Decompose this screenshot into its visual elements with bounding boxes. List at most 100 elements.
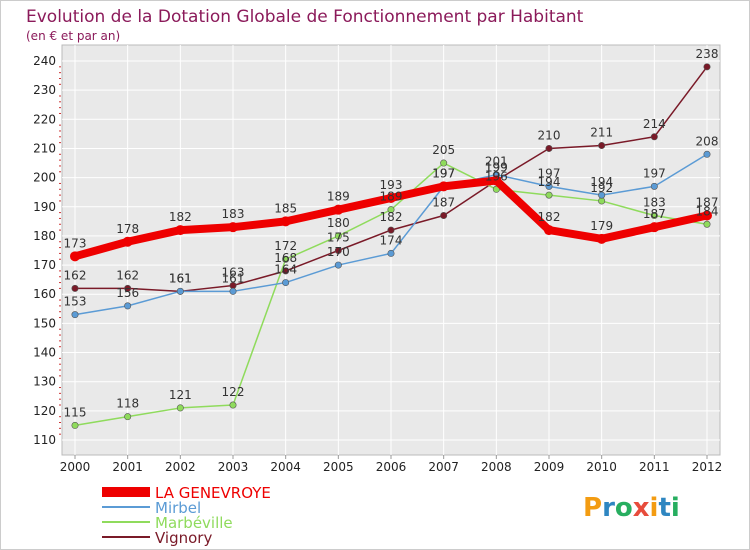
legend-label: Vignory	[155, 529, 212, 547]
data-point	[71, 284, 79, 292]
y-tick-label: 200	[33, 171, 56, 185]
data-point	[440, 212, 448, 220]
data-point	[703, 63, 711, 71]
data-label: 184	[696, 204, 719, 218]
data-label: 175	[327, 231, 350, 245]
data-label: 162	[64, 268, 87, 282]
data-label: 122	[222, 385, 245, 399]
data-point	[650, 182, 658, 190]
data-point	[491, 175, 502, 186]
data-point	[124, 413, 132, 421]
data-label: 162	[116, 268, 139, 282]
data-label: 182	[538, 210, 561, 224]
y-tick-label: 240	[33, 54, 56, 68]
data-point	[598, 191, 606, 199]
data-point	[333, 204, 344, 215]
data-label: 121	[169, 388, 192, 402]
x-tick-label: 2007	[428, 460, 459, 474]
data-label: 187	[643, 207, 666, 221]
y-tick-label: 210	[33, 141, 56, 155]
data-label: 194	[590, 175, 613, 189]
data-point	[387, 206, 395, 214]
data-point	[440, 159, 448, 167]
data-label: 208	[696, 134, 719, 148]
data-label: 163	[222, 265, 245, 279]
data-label: 187	[432, 196, 455, 210]
data-point	[229, 287, 237, 295]
data-label: 214	[643, 117, 666, 131]
data-label: 197	[643, 166, 666, 180]
data-label: 161	[169, 271, 192, 285]
data-point	[282, 279, 290, 287]
proxiti-logo: Proxiti	[583, 493, 680, 523]
x-tick-label: 2008	[481, 460, 512, 474]
data-label: 153	[64, 295, 87, 309]
data-point	[596, 233, 607, 244]
data-point	[334, 261, 342, 269]
data-label: 189	[327, 190, 350, 204]
legend-label: Marbéville	[155, 514, 233, 532]
data-point	[650, 133, 658, 141]
data-point	[545, 144, 553, 152]
y-tick-label: 220	[33, 112, 56, 126]
data-point	[70, 251, 80, 262]
data-label: 183	[222, 207, 245, 221]
data-label: 164	[274, 263, 297, 277]
data-label: 183	[643, 196, 666, 210]
y-tick-label: 160	[33, 287, 56, 301]
y-tick-label: 130	[33, 375, 56, 389]
data-label: 156	[116, 286, 139, 300]
data-point	[282, 267, 290, 275]
data-point	[386, 193, 396, 204]
x-tick-label: 2002	[165, 460, 196, 474]
data-point	[387, 226, 395, 234]
data-point	[124, 284, 132, 292]
data-label: 118	[116, 397, 139, 411]
data-label: 161	[169, 271, 192, 285]
data-label: 173	[64, 236, 87, 250]
x-tick-label: 2012	[692, 460, 723, 474]
data-label: 211	[590, 126, 613, 140]
x-tick-label: 2004	[270, 460, 301, 474]
y-tick-label: 120	[33, 404, 56, 418]
data-label: 194	[538, 175, 561, 189]
chart-subtitle: (en € et par an)	[26, 29, 120, 43]
data-label: 161	[222, 271, 245, 285]
x-tick-label: 2011	[639, 460, 670, 474]
data-label: 174	[380, 233, 403, 247]
data-label: 199	[485, 161, 508, 175]
y-tick-label: 140	[33, 346, 56, 360]
x-tick-label: 2006	[376, 460, 407, 474]
data-point	[228, 222, 238, 233]
data-label: 197	[538, 166, 561, 180]
data-label: 238	[696, 47, 719, 61]
x-tick-label: 2009	[534, 460, 565, 474]
legend-label: Mirbel	[155, 499, 201, 517]
data-label: 170	[327, 245, 350, 259]
y-tick-label: 170	[33, 258, 56, 272]
data-label: 192	[590, 181, 613, 195]
data-point	[176, 287, 184, 295]
data-point	[334, 232, 342, 240]
y-tick-label: 110	[33, 433, 56, 447]
data-point	[545, 191, 553, 199]
data-point	[649, 222, 660, 233]
data-point	[334, 247, 342, 255]
data-point	[650, 212, 658, 220]
data-point	[544, 225, 554, 236]
data-point	[229, 401, 237, 409]
data-label: 178	[116, 222, 139, 236]
y-tick-label: 230	[33, 83, 56, 97]
data-point	[176, 404, 184, 412]
data-label: 193	[380, 178, 403, 192]
data-point	[282, 255, 290, 263]
x-tick-label: 2005	[323, 460, 354, 474]
data-label: 182	[380, 210, 403, 224]
y-tick-label: 180	[33, 229, 56, 243]
x-tick-label: 2010	[586, 460, 617, 474]
legend-label: LA GENEVROYE	[155, 484, 271, 502]
data-label: 197	[432, 166, 455, 180]
data-label: 172	[274, 239, 297, 253]
